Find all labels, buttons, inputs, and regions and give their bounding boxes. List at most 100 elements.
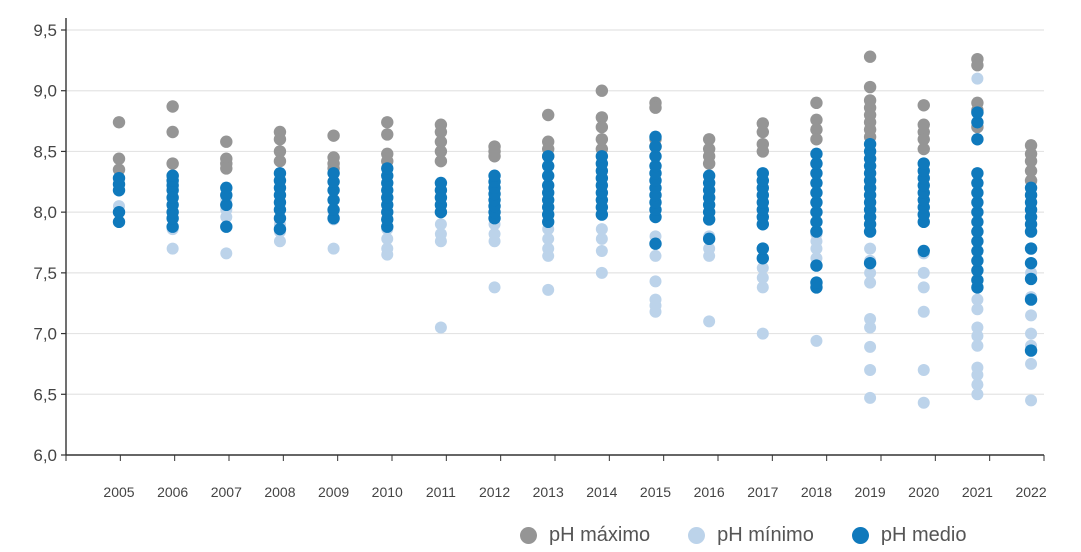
point-ph-minimo (971, 339, 984, 352)
point-ph-maximo (756, 125, 769, 139)
point-ph-medio (810, 276, 823, 289)
x-tick-label: 2008 (264, 484, 295, 500)
legend-item-ph-minimo: pH mínimo (688, 524, 814, 547)
point-ph-medio (273, 167, 287, 180)
legend-label-ph-maximo: pH máximo (549, 524, 651, 546)
x-tick-label: 2022 (1015, 484, 1046, 500)
point-ph-maximo (595, 84, 609, 97)
point-ph-minimo (649, 293, 662, 306)
point-ph-maximo (756, 117, 769, 130)
point-ph-maximo (863, 50, 877, 63)
point-ph-minimo (649, 249, 662, 262)
point-ph-medio (863, 256, 877, 270)
point-ph-maximo (112, 163, 126, 176)
point-ph-medio (1024, 181, 1038, 195)
point-ph-minimo (864, 266, 877, 279)
point-ph-minimo (864, 313, 877, 325)
point-ph-medio (649, 237, 662, 250)
x-tick-label: 2005 (103, 484, 134, 500)
point-ph-maximo (166, 100, 179, 113)
point-ph-medio (112, 215, 126, 229)
point-ph-medio (595, 150, 609, 163)
x-axis-ticks: 2005 2006 2007 2008 2009 2010 2011 2012 2013 2014… (103, 484, 1046, 500)
x-tick-label: 2017 (747, 484, 778, 500)
point-ph-medio (810, 157, 823, 170)
point-ph-maximo (112, 152, 126, 165)
legend-label-ph-medio: pH medio (880, 524, 967, 546)
point-ph-minimo (864, 391, 877, 404)
point-ph-medio (542, 179, 555, 192)
point-ph-maximo (166, 157, 179, 170)
point-ph-minimo (917, 305, 930, 318)
point-ph-medio (649, 150, 662, 163)
point-ph-maximo (649, 101, 662, 114)
point-ph-minimo (1025, 309, 1038, 322)
point-ph-medio (488, 169, 501, 182)
point-ph-minimo (917, 396, 930, 409)
point-ph-minimo (542, 283, 555, 296)
point-ph-minimo (971, 388, 984, 401)
point-ph-maximo (702, 133, 716, 146)
point-ph-minimo (1025, 327, 1038, 340)
point-ph-medio (327, 175, 340, 188)
point-ph-maximo (434, 154, 448, 168)
point-ph-minimo (810, 334, 823, 347)
point-ph-medio (220, 181, 233, 195)
point-ph-minimo (756, 281, 769, 294)
x-tick-label: 2009 (318, 484, 349, 500)
legend-swatch-ph-maximo (520, 527, 537, 544)
point-ph-minimo (864, 321, 877, 334)
point-ph-maximo (863, 80, 877, 94)
x-tick-label: 2007 (211, 484, 242, 500)
x-tick-label: 2018 (801, 484, 832, 500)
x-tick-label: 2010 (372, 484, 403, 500)
y-axis-ticks: 6,0 6,5 7,0 7,5 8,0 8,5 9,0 9,5 (33, 21, 57, 465)
point-ph-medio (220, 220, 233, 233)
point-ph-minimo (756, 262, 769, 274)
point-ph-minimo (273, 235, 286, 248)
point-ph-medio (649, 159, 662, 173)
point-ph-medio (273, 212, 287, 225)
point-ph-minimo (971, 293, 984, 306)
point-ph-medio (810, 176, 823, 190)
point-ph-medio (327, 203, 340, 216)
point-ph-medio (971, 225, 984, 238)
point-ph-medio (971, 133, 984, 146)
y-tick-label: 9,5 (33, 21, 57, 40)
point-ph-minimo (488, 281, 501, 294)
point-ph-medio (863, 137, 877, 151)
point-ph-maximo (273, 133, 287, 146)
point-ph-medio (273, 222, 287, 236)
point-ph-minimo (864, 364, 877, 376)
point-ph-maximo (220, 162, 233, 175)
point-ph-medio (971, 186, 984, 199)
point-ph-minimo (917, 364, 930, 376)
point-ph-minimo (917, 281, 930, 294)
point-ph-medio (810, 186, 823, 199)
point-ph-minimo (756, 327, 769, 340)
point-ph-minimo (434, 228, 447, 240)
point-ph-minimo (864, 242, 877, 255)
point-ph-minimo (971, 361, 984, 374)
point-ph-maximo (112, 116, 126, 129)
point-ph-medio (756, 242, 769, 255)
point-ph-medio (971, 244, 984, 258)
point-ph-maximo (810, 133, 823, 146)
point-ph-medio (434, 176, 448, 190)
point-ph-medio (810, 167, 823, 180)
x-tick-label: 2006 (157, 484, 188, 500)
point-ph-minimo (381, 242, 394, 255)
point-ph-minimo (1025, 357, 1038, 370)
legend: pH máximo pH mínimo pH medio (520, 524, 966, 547)
point-ph-medio (917, 157, 930, 170)
point-ph-minimo (1025, 394, 1038, 407)
point-ph-minimo (595, 245, 608, 257)
point-ph-maximo (434, 145, 448, 158)
point-ph-medio (810, 205, 823, 219)
point-ph-minimo (917, 266, 930, 279)
point-ph-minimo (542, 232, 555, 245)
point-ph-medio (971, 235, 984, 248)
point-ph-maximo (810, 113, 823, 127)
y-tick-label: 8,0 (33, 203, 57, 222)
